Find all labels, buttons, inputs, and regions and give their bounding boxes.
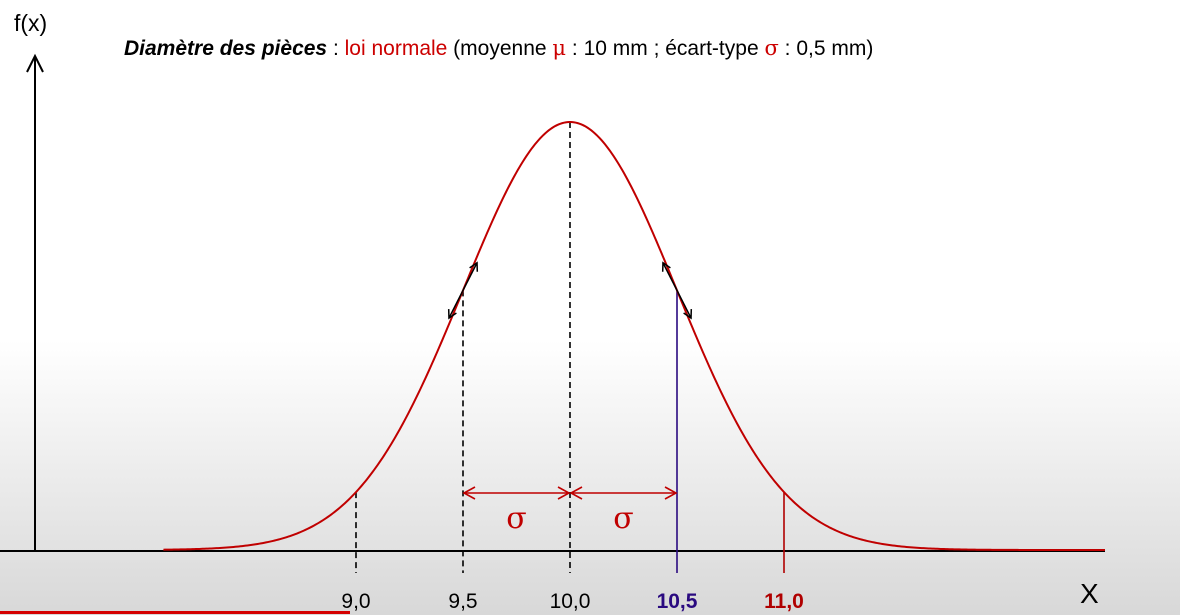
tick-labels: 9,0 9,5 10,0 10,5 11,0 <box>341 590 803 613</box>
tangent-arrowhead-a-1 <box>661 261 671 272</box>
tangent-arrowhead-b-0 <box>469 261 479 272</box>
sigma-label-1: σ <box>613 501 633 536</box>
x-axis-label: X <box>1080 578 1099 609</box>
density-curve <box>163 121 1105 551</box>
sigma-label-0: σ <box>506 501 526 536</box>
title-separator: : <box>327 37 345 60</box>
title-subject: Diamètre des pièces <box>124 37 328 60</box>
sigma-arrowhead-left-0 <box>462 486 476 500</box>
inflection-tangents <box>447 261 693 320</box>
tick-label-2: 10,0 <box>550 590 591 613</box>
title-mean-text: : 10 mm ; écart-type <box>566 37 765 60</box>
tangent-arrowhead-b-1 <box>683 309 693 320</box>
tangent-arrowhead-a-0 <box>447 309 457 320</box>
title-sd-text: : 0,5 mm) <box>778 37 874 60</box>
density-curve-line <box>163 121 1105 551</box>
title-mu-symbol: μ <box>552 36 567 60</box>
tick-label-3: 10,5 <box>657 590 698 613</box>
tangent-line-0 <box>448 262 478 319</box>
y-axis-arrowhead <box>26 53 44 73</box>
y-axis-label: f(x) <box>14 10 48 36</box>
tick-label-4: 11,0 <box>764 590 804 613</box>
reference-lines <box>355 122 785 573</box>
chart-title: Diamètre des pièces : loi normale (moyen… <box>124 36 873 61</box>
sigma-arrowhead-right-1 <box>664 486 678 500</box>
tangent-line-1 <box>662 262 692 319</box>
tick-label-1: 9,5 <box>448 590 477 613</box>
axes <box>0 53 1105 552</box>
title-law: loi normale <box>344 37 448 60</box>
title-sigma-symbol: σ <box>764 36 779 60</box>
tick-label-0: 9,0 <box>341 590 370 613</box>
sigma-arrowhead-right-0 <box>557 486 571 500</box>
title-open: (moyenne <box>447 37 553 60</box>
bottom-accent-line <box>0 611 350 614</box>
sigma-arrowhead-left-1 <box>569 486 583 500</box>
